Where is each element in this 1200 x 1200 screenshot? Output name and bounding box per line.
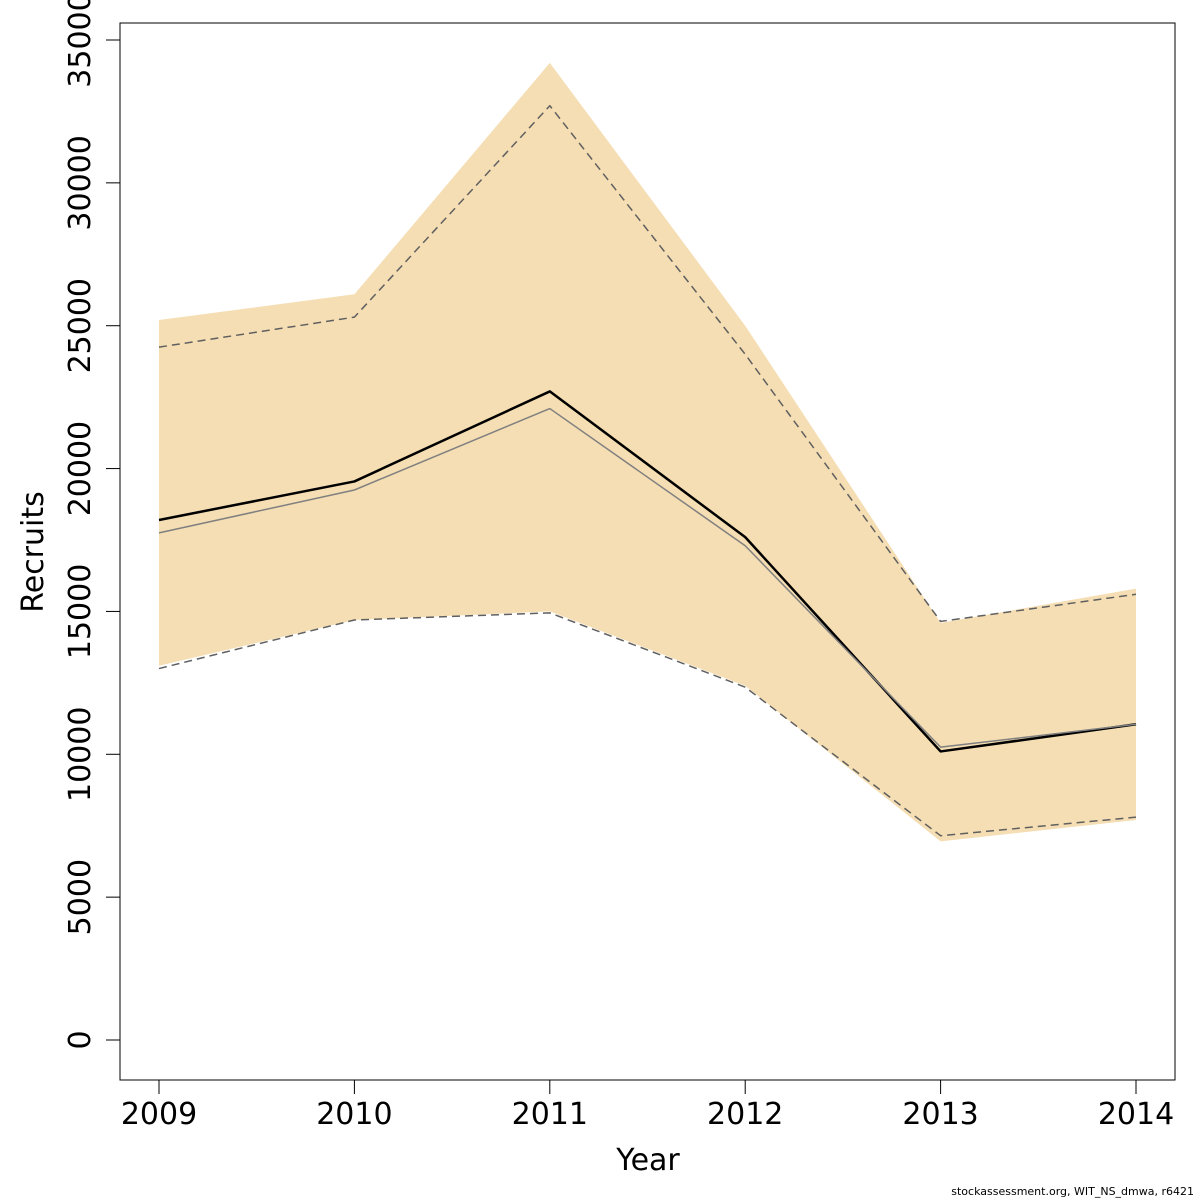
credit-text: stockassessment.org, WIT_NS_dmwa, r6421 bbox=[951, 1185, 1194, 1198]
series-line-3 bbox=[158, 104, 1137, 623]
series-line-4 bbox=[158, 612, 1137, 837]
y-axis: 0 5000 10000 15000 20000 25000 30000 35000 bbox=[63, 0, 121, 1050]
x-tick-label: 2011 bbox=[512, 1097, 588, 1132]
y-tick-label: 20000 bbox=[63, 421, 98, 516]
y-tick-label: 25000 bbox=[63, 278, 98, 373]
series-line-1 bbox=[158, 390, 1137, 753]
series-layer bbox=[158, 104, 1137, 837]
x-tick-label: 2013 bbox=[902, 1097, 978, 1132]
y-tick-label: 5000 bbox=[63, 859, 98, 935]
y-tick-label: 30000 bbox=[63, 135, 98, 230]
series-line-2 bbox=[158, 407, 1137, 748]
x-tick-label: 2012 bbox=[707, 1097, 783, 1132]
confidence-band-layer bbox=[159, 62, 1136, 842]
y-tick-label: 35000 bbox=[63, 0, 98, 88]
x-axis: 2009 2010 2011 2012 2013 2014 bbox=[121, 1079, 1174, 1132]
confidence-band bbox=[159, 62, 1136, 842]
y-tick-label: 10000 bbox=[63, 707, 98, 802]
x-tick-label: 2009 bbox=[121, 1097, 197, 1132]
x-axis-title: Year bbox=[615, 1143, 680, 1178]
x-tick-label: 2014 bbox=[1098, 1097, 1174, 1132]
x-tick-label: 2010 bbox=[316, 1097, 392, 1132]
y-tick-label: 0 bbox=[63, 1030, 98, 1049]
y-tick-label: 15000 bbox=[63, 564, 98, 659]
y-axis-title: Recruits bbox=[16, 491, 51, 613]
